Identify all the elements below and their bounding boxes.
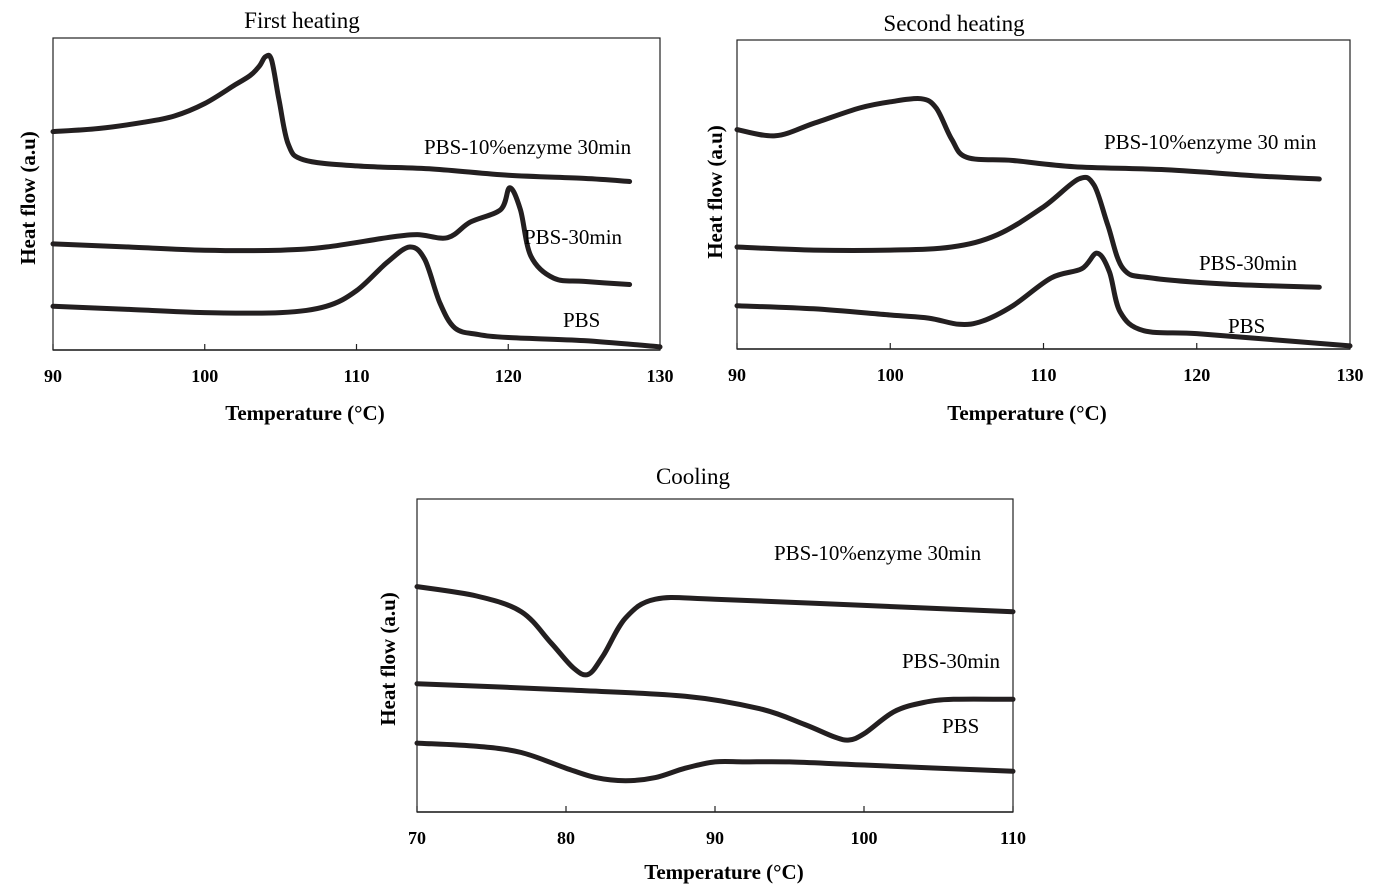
x-tick-label: 110 (1030, 365, 1056, 385)
series-label-enzyme: PBS-10%enzyme 30 min (1104, 130, 1317, 154)
x-axis-label: Temperature (°C) (947, 401, 1106, 425)
curves (50, 52, 663, 350)
curve-pbs (50, 244, 663, 350)
x-tick-label: 120 (1183, 365, 1210, 385)
x-tick-label: 100 (191, 366, 218, 386)
panel-title: Second heating (883, 11, 1025, 36)
x-tick-label: 100 (877, 365, 904, 385)
x-tick-label: 90 (44, 366, 62, 386)
x-tick-label: 130 (1337, 365, 1364, 385)
plot-frame (736, 39, 1351, 350)
first-heating-panel: First heating 90 100 110 120 130 Temperature… (16, 8, 674, 425)
series-label-pbs-30min: PBS-30min (524, 225, 623, 249)
y-axis-label: Heat flow (a.u) (16, 131, 40, 265)
x-tick-label: 80 (557, 828, 575, 848)
x-tick-label: 130 (647, 366, 674, 386)
x-axis-label: Temperature (°C) (225, 401, 384, 425)
series-label-pbs: PBS (942, 714, 979, 738)
curve-pbs-30min (734, 174, 1322, 290)
curve-pbs (734, 250, 1353, 349)
plot-frame (52, 37, 661, 351)
x-tick-label: 120 (495, 366, 522, 386)
series-label-enzyme: PBS-10%enzyme 30min (424, 135, 632, 159)
series-label-pbs: PBS (563, 308, 600, 332)
series-label-pbs-30min: PBS-30min (902, 649, 1001, 673)
x-tick-label: 70 (408, 828, 426, 848)
y-axis-label: Heat flow (a.u) (376, 592, 400, 726)
x-tick-label: 110 (343, 366, 369, 386)
series-label-enzyme: PBS-10%enzyme 30min (774, 541, 982, 565)
cooling-panel: Cooling 70 80 90 100 110 Temperature (°C) He… (376, 464, 1026, 884)
x-tick-label: 90 (706, 828, 724, 848)
x-tick-label: 110 (1000, 828, 1026, 848)
curve-pbs-10-enzyme-30min (50, 52, 633, 184)
panel-title: First heating (244, 8, 360, 33)
x-tick-label: 100 (851, 828, 878, 848)
panel-title: Cooling (656, 464, 731, 489)
curve-pbs-30min (414, 681, 1016, 743)
curves (414, 584, 1016, 784)
x-tick-label: 90 (728, 365, 746, 385)
y-axis-label: Heat flow (a.u) (703, 125, 727, 259)
curve-pbs-30min (50, 185, 633, 287)
x-ticks: 70 80 90 100 110 (408, 806, 1026, 848)
series-label-pbs: PBS (1228, 314, 1265, 338)
x-axis-label: Temperature (°C) (644, 860, 803, 884)
series-label-pbs-30min: PBS-30min (1199, 251, 1298, 275)
curve-pbs-10-enzyme-30min (414, 584, 1016, 678)
curve-pbs-10-enzyme-30min (734, 95, 1322, 182)
curves (734, 95, 1353, 349)
curve-pbs (414, 740, 1016, 784)
x-ticks: 90 100 110 120 130 (728, 343, 1364, 385)
second-heating-panel: Second heating 90 100 110 120 130 Temperatur… (703, 11, 1364, 425)
